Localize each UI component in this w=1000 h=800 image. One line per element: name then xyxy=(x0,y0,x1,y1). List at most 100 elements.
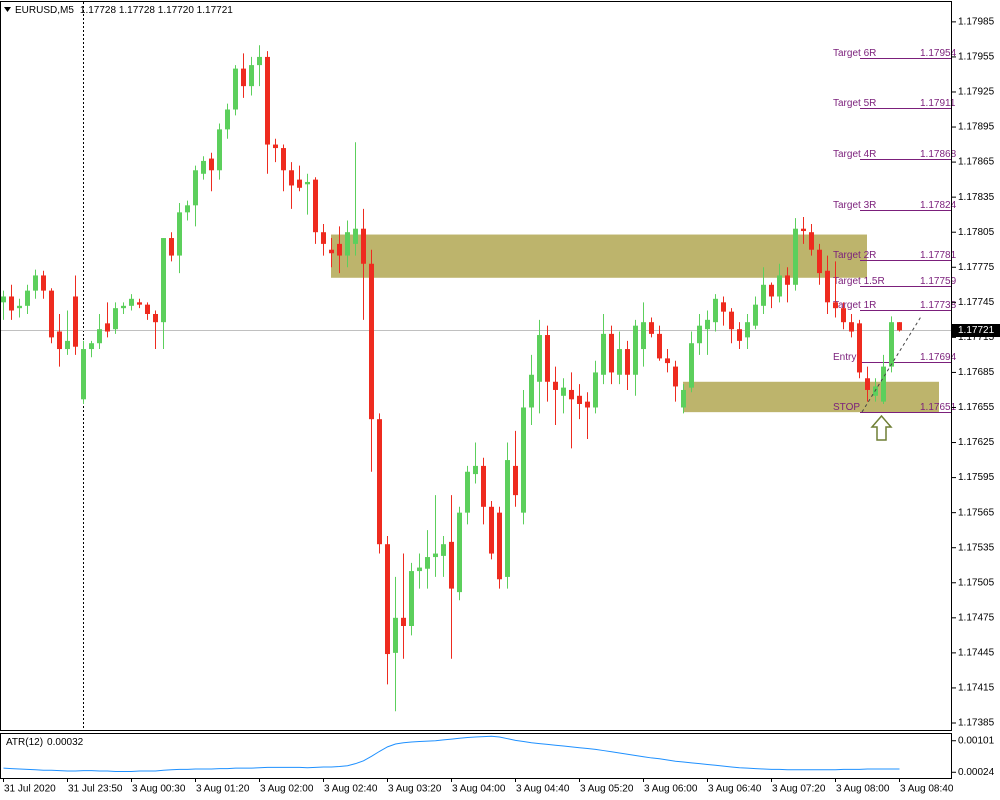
price-tag xyxy=(952,324,1000,337)
candle-body xyxy=(113,308,118,330)
candle-body xyxy=(201,160,206,174)
candle-body xyxy=(857,323,862,373)
y-tick-label: 1.17985 xyxy=(958,17,995,28)
candle-body xyxy=(49,290,54,338)
x-tick-label: 3 Aug 01:20 xyxy=(196,784,250,795)
candle-body xyxy=(169,238,174,256)
header: EURUSD,M5 1.17728 1.17728 1.17720 1.17721 xyxy=(15,5,233,16)
y-tick-label: 1.17415 xyxy=(958,683,995,694)
candle-body xyxy=(361,228,366,264)
candle-body xyxy=(105,323,110,332)
candle-body xyxy=(673,366,678,387)
quote: 1.17728 1.17728 1.17720 1.17721 xyxy=(80,5,233,16)
candle-body xyxy=(9,296,14,311)
candle-body xyxy=(393,617,398,653)
y-tick-label: 1.17475 xyxy=(958,612,995,623)
candle-body xyxy=(785,275,790,285)
candle-body xyxy=(321,232,326,244)
candle-body xyxy=(145,304,150,314)
x-tick-label: 3 Aug 07:20 xyxy=(772,784,826,795)
x-tick-label: 3 Aug 06:40 xyxy=(708,784,762,795)
y-tick-label: 0.00024 xyxy=(958,767,995,778)
candle-body xyxy=(833,302,838,309)
candle-body xyxy=(681,389,686,408)
zone xyxy=(683,381,939,413)
level-label: Target 1R xyxy=(833,300,876,311)
y-tick-label: 1.17595 xyxy=(958,472,995,483)
candle-body xyxy=(57,331,62,350)
candle-body xyxy=(721,302,726,312)
candle-body xyxy=(449,541,454,589)
candle-body xyxy=(657,333,662,359)
candle-body xyxy=(625,349,630,375)
candle-body xyxy=(513,465,518,496)
y-tick-label: 1.17745 xyxy=(958,297,995,308)
candle-body xyxy=(409,571,414,626)
candle-body xyxy=(761,284,766,306)
level-value: 1.17781 xyxy=(920,250,957,261)
candle-body xyxy=(889,322,894,367)
candle-body xyxy=(441,544,446,556)
candle-body xyxy=(161,238,166,323)
zone xyxy=(331,234,867,278)
candle-body xyxy=(489,506,494,554)
candle-body xyxy=(697,325,702,344)
x-tick-label: 3 Aug 06:00 xyxy=(644,784,698,795)
y-tick-label: 1.17505 xyxy=(958,577,995,588)
x-tick-label: 3 Aug 02:00 xyxy=(260,784,314,795)
level-label: STOP xyxy=(833,402,860,413)
candle-body xyxy=(745,322,750,338)
level-value: 1.17694 xyxy=(920,352,957,363)
candle-body xyxy=(377,419,382,545)
candle-body xyxy=(457,512,462,593)
atr-header: ATR(12) 0.00032 xyxy=(6,737,84,748)
level-value: 1.17868 xyxy=(920,149,957,160)
level-label: Entry xyxy=(833,352,856,363)
candle-body xyxy=(537,335,542,382)
y-tick-label: 1.17865 xyxy=(958,157,995,168)
candle-body xyxy=(385,544,390,655)
candle-body xyxy=(689,343,694,388)
menu-triangle[interactable] xyxy=(4,7,11,12)
candle-body xyxy=(585,401,590,408)
y-tick-label: 1.17385 xyxy=(958,718,995,729)
y-tick-label: 1.17565 xyxy=(958,507,995,518)
candle-body xyxy=(881,366,886,402)
candle-body xyxy=(553,381,558,390)
x-tick-label: 3 Aug 05:20 xyxy=(580,784,634,795)
candle-body xyxy=(281,148,286,171)
candle-body xyxy=(593,372,598,408)
y-tick-label: 1.17805 xyxy=(958,227,995,238)
level-label: Target 4R xyxy=(833,149,876,160)
candle-body xyxy=(465,471,470,513)
candle-body xyxy=(665,358,670,364)
candle-body xyxy=(481,465,486,507)
y-tick-label: 0.00101 xyxy=(958,735,995,746)
candle-body xyxy=(777,275,782,297)
level-value: 1.17759 xyxy=(920,276,957,287)
y-tick-label: 1.17925 xyxy=(958,87,995,98)
candle-body xyxy=(1,296,6,303)
candle-body xyxy=(497,512,502,580)
level-value: 1.17738 xyxy=(920,300,957,311)
level-label: Target 2R xyxy=(833,250,876,261)
x-tick-label: 3 Aug 04:40 xyxy=(516,784,570,795)
candle-body xyxy=(737,329,742,341)
y-tick-label: 1.17445 xyxy=(958,648,995,659)
x-tick-label: 3 Aug 08:40 xyxy=(900,784,954,795)
atr-line xyxy=(3,735,900,772)
candle-body xyxy=(257,56,262,66)
candle-body xyxy=(609,333,614,373)
candle-body xyxy=(217,129,222,171)
y-tick-label: 1.17625 xyxy=(958,437,995,448)
candle-body xyxy=(233,68,238,110)
candle-body xyxy=(41,275,46,291)
x-tick-label: 3 Aug 03:20 xyxy=(388,784,442,795)
candle-body xyxy=(473,465,478,475)
candle-body xyxy=(753,304,758,326)
candle-body xyxy=(185,205,190,213)
candle-body xyxy=(425,557,430,569)
candle-body xyxy=(601,333,606,375)
candle-body xyxy=(561,387,566,396)
